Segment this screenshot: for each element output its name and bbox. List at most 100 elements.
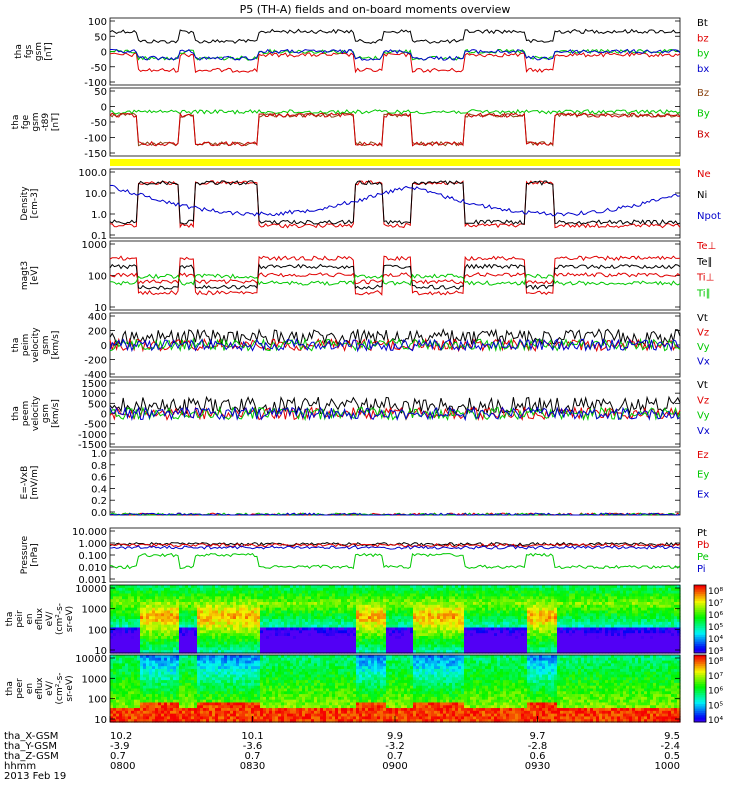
y-tick-label: 100: [88, 17, 107, 28]
series-line: [109, 406, 681, 422]
y-tick-label: 0.100: [78, 551, 107, 562]
x-tick-time: 0830: [240, 761, 265, 772]
y-axis-label: peim: [21, 334, 31, 357]
y-tick-label: 10: [94, 303, 107, 314]
y-tick-label: -200: [84, 356, 107, 367]
x-tick-xgsm: 10.1: [241, 731, 263, 742]
legend-entry: bz: [697, 33, 709, 44]
y-axis-label: [eV]: [30, 266, 40, 285]
legend-entry: Pt: [697, 528, 707, 539]
legend-entry: Te⊥: [696, 241, 716, 252]
x-tick-xgsm: 10.2: [110, 731, 132, 742]
x-tick-ygsm: -2.4: [660, 741, 680, 752]
colorbar-tick-label: 10⁴: [708, 635, 723, 645]
y-tick-label: -1500: [78, 440, 107, 451]
x-tick-zgsm: 0.5: [664, 751, 680, 762]
series-line: [110, 48, 681, 61]
panel-peer: 10⁸ 10⁷ 10⁶ 10⁵ 10⁴ 10000 1000 100 10 tha peer en ef…: [5, 654, 723, 726]
y-axis-label: E=-VxB: [20, 466, 30, 500]
x-tick-zgsm: 0.6: [530, 751, 546, 762]
y-tick-label: 0.0: [91, 508, 107, 519]
series-line: [109, 112, 681, 148]
y-tick-label: -1000: [78, 430, 107, 441]
y-axis-label: [km/s]: [51, 331, 61, 360]
y-tick-label: -500: [84, 420, 107, 431]
x-tick-xgsm: 9.7: [530, 731, 546, 742]
panel-peim: 400 200 0 -200 -400 tha peim velocity gsm [km/s] V…: [11, 312, 710, 381]
y-axis-label: [km/s]: [51, 399, 61, 428]
panel-frame: [109, 17, 681, 86]
y-axis-label: (cm²-s-: [55, 672, 65, 704]
y-tick-label: 1000: [82, 605, 107, 616]
y-axis-label: velocity: [31, 395, 41, 431]
y-axis-label: peem: [21, 401, 31, 427]
y-axis-label: [nT]: [51, 113, 61, 131]
y-axis-label: sr-eV): [65, 606, 75, 632]
y-axis-label: Density: [20, 186, 30, 221]
x-tick-time: 0930: [525, 761, 550, 772]
legend-entry: Te∥: [696, 257, 713, 268]
y-tick-label: 10.000: [72, 527, 107, 538]
panel-frame: [109, 379, 681, 448]
panel-efield: 1.00.80.60.40.20.0 E=-VxB [mV/m] Ez Ey Ex: [20, 449, 709, 519]
series-line: [109, 544, 681, 550]
y-axis-label: [mV/m]: [30, 466, 40, 500]
series-line: [109, 179, 681, 226]
colorbar-tick-label: 10⁴: [708, 716, 723, 726]
legend-entry: Vy: [697, 342, 710, 353]
y-axis-label: -t89: [41, 113, 51, 132]
series-line: [109, 273, 681, 286]
x-tick-time: 0800: [110, 761, 135, 772]
y-tick-label: 1000: [82, 674, 107, 685]
x-tick-ygsm: -3.6: [243, 741, 263, 752]
y-tick-label: 200: [88, 327, 107, 338]
x-tick-ygsm: -3.9: [110, 741, 130, 752]
y-tick-label: 0.4: [91, 484, 107, 495]
legend-entry: bx: [697, 64, 709, 75]
series-line: [109, 180, 681, 229]
legend-entry: by: [697, 49, 709, 60]
series-line: [109, 395, 681, 415]
y-tick-label: 0: [101, 48, 107, 59]
colorbar-tick-label: 10⁸: [708, 587, 723, 597]
x-tick-xgsm: 9.5: [664, 731, 680, 742]
x-tick-ygsm: -2.8: [528, 741, 548, 752]
y-tick-label: 0.6: [91, 473, 107, 484]
legend-entry: Vy: [697, 411, 710, 422]
legend-entry: Vx: [697, 357, 710, 368]
y-axis-label: (cm²-s-: [55, 603, 65, 635]
legend-entry: Bt: [697, 18, 708, 29]
series-line: [109, 52, 681, 74]
colorbar-tick-label: 10⁶: [708, 687, 723, 697]
y-axis-label: eflux: [35, 607, 45, 630]
y-tick-label: -100: [84, 134, 107, 145]
y-tick-label: -150: [84, 149, 107, 160]
y-axis-label: velocity: [31, 327, 41, 363]
legend-entry: Vt: [697, 380, 708, 391]
legend-entry: Vt: [697, 313, 708, 324]
panel-fge: 50 0 -50 -100 -150 tha fge gsm -t89 [nT] Bz By Bx: [11, 87, 710, 160]
y-tick-label: 1000: [82, 389, 107, 400]
y-axis-label: tha: [11, 338, 21, 353]
x-row-label: tha_Z-GSM: [4, 751, 59, 762]
legend-entry: By: [697, 109, 710, 120]
y-tick-label: 100.0: [78, 168, 107, 179]
series-line: [109, 552, 681, 570]
y-tick-label: 100: [88, 272, 107, 283]
panel-density: 100.0 10.0 1.0 0.1 Density [cm-3] Ne Ni Npot: [20, 168, 721, 242]
y-tick-label: -50: [91, 118, 107, 129]
legend-entry: Ni: [697, 190, 707, 201]
panel-frame: [109, 87, 681, 157]
colorbar-tick-label: 10⁷: [708, 599, 723, 609]
y-axis-label: [cm-3]: [30, 189, 40, 219]
y-tick-label: 1.0: [91, 210, 107, 221]
y-axis-label: peir: [15, 610, 25, 628]
y-tick-label: 0.001: [78, 575, 107, 586]
legend-entry: Ne: [697, 169, 711, 180]
y-axis-label: tha: [5, 681, 15, 696]
y-axis-label: Pressure: [20, 535, 30, 574]
y-axis-label: gsm: [31, 112, 41, 131]
series-line: [109, 263, 681, 290]
y-axis-label: gsm: [41, 404, 51, 423]
